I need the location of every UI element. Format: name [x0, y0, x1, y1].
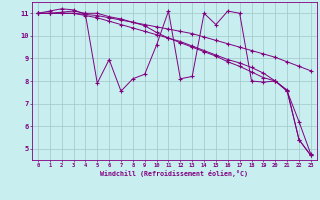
X-axis label: Windchill (Refroidissement éolien,°C): Windchill (Refroidissement éolien,°C): [100, 170, 248, 177]
